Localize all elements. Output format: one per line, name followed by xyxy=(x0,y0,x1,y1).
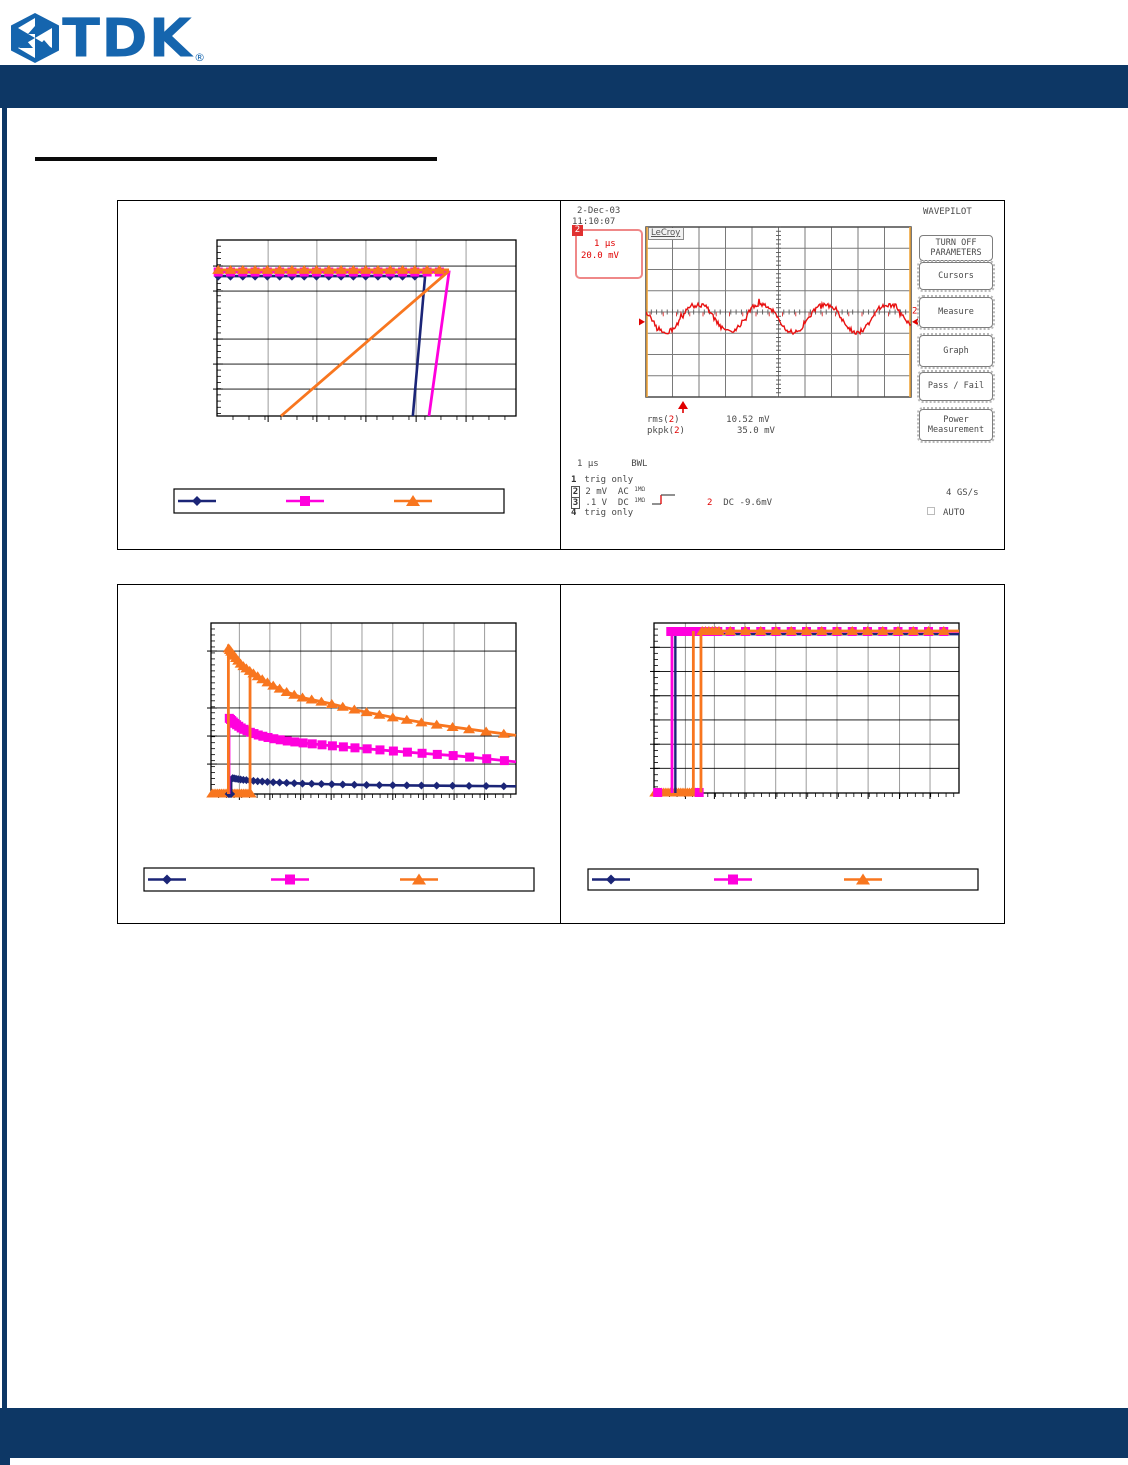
footer-corner-mark xyxy=(0,1458,10,1465)
lecroy-brand-label: LeCroy xyxy=(648,228,685,240)
rms-value: 10.52 mV xyxy=(726,415,770,425)
section-title-underline xyxy=(35,157,437,161)
oscilloscope-panel: 2 2-Dec-03 11:10:07 2 1 µs 20.0 mV LeCro… xyxy=(560,200,1005,550)
ch3-coupling: 1MΩ xyxy=(634,497,646,504)
scope-sample-rate: 4 GS/s xyxy=(946,488,979,498)
chart-bottom-left-svg xyxy=(143,622,535,892)
tdk-emblem-icon xyxy=(11,13,59,63)
footer-band xyxy=(0,1408,1128,1458)
pkpk-close: ) xyxy=(679,426,685,436)
header-band xyxy=(0,65,1128,108)
svg-text:2: 2 xyxy=(912,306,917,316)
pkpk-channel: 2 xyxy=(674,426,680,436)
left-edge-strip xyxy=(2,108,7,1408)
pkpk-label: pkpk( xyxy=(647,426,675,436)
scope-meas-rms: rms(2) 10.52 mV xyxy=(647,415,770,425)
scope-ch3-row: 3 .1 V DC 1MΩ xyxy=(571,497,645,509)
ch1-text: trig only xyxy=(579,475,634,485)
ch1-num: 1 xyxy=(571,475,577,485)
scope-scale-value: 20.0 mV xyxy=(581,251,619,261)
ch2-text: 2 mV AC xyxy=(580,487,629,497)
turn-off-parameters-button[interactable]: TURN OFF PARAMETERS xyxy=(919,235,993,261)
scope-time: 11:10:07 xyxy=(572,217,616,227)
cursors-button[interactable]: Cursors xyxy=(917,260,995,292)
wavepilot-title: WAVEPILOT xyxy=(923,207,972,217)
tdk-logotype: TDK xyxy=(62,7,194,70)
chart-panel-top-left xyxy=(117,200,562,550)
measure-button[interactable]: Measure xyxy=(917,295,995,330)
scope-channel-badge: 2 xyxy=(572,225,583,236)
rms-close: ) xyxy=(674,415,680,425)
chart-bottom-right-svg xyxy=(587,622,979,891)
scope-ch4-row: 4 trig only xyxy=(571,508,633,518)
footer-bwl: BWL xyxy=(631,459,648,469)
scope-timebase-value: 1 µs xyxy=(594,239,616,249)
tdk-logo: TDK ® xyxy=(8,6,248,70)
scope-mode: AUTO xyxy=(943,508,965,518)
pass-fail-button[interactable]: Pass / Fail xyxy=(917,370,995,403)
scope-mode-row: AUTO xyxy=(927,507,965,518)
footer-timebase: 1 µs xyxy=(577,459,599,469)
chart-top-left-svg xyxy=(173,239,517,514)
trigger-text: DC -9.6mV xyxy=(723,498,773,508)
trigger-edge-icon xyxy=(652,494,675,505)
scope-meas-pkpk: pkpk(2) 35.0 mV xyxy=(647,426,775,436)
scope-ch1-row: 1 trig only xyxy=(571,475,633,485)
trigger-channel: 2 xyxy=(707,498,713,508)
chart-panel-bottom-left xyxy=(117,584,562,924)
scope-trigger-row: 2 DC -9.6mV xyxy=(707,498,772,508)
ch4-text: trig only xyxy=(579,508,634,518)
pkpk-value: 35.0 mV xyxy=(737,426,775,436)
ch4-num: 4 xyxy=(571,508,577,518)
chart-panel-bottom-right xyxy=(560,584,1005,924)
power-measurement-button[interactable]: Power Measurement xyxy=(917,407,995,443)
scope-date: 2-Dec-03 xyxy=(577,206,621,216)
ch3-text: .1 V DC xyxy=(580,498,629,508)
rms-channel: 2 xyxy=(668,415,675,425)
registered-mark: ® xyxy=(194,51,206,64)
graph-button[interactable]: Graph xyxy=(917,333,995,369)
ch3-num: 3 xyxy=(571,497,580,509)
oscilloscope-screen-svg: 2 xyxy=(639,226,918,413)
rms-label: rms( xyxy=(647,415,669,425)
scope-footer-timebase: 1 µs BWL xyxy=(577,459,647,469)
auto-checkbox[interactable] xyxy=(927,507,935,515)
scope-channel-box xyxy=(575,229,643,279)
ch2-coupling: 1MΩ xyxy=(634,486,646,493)
